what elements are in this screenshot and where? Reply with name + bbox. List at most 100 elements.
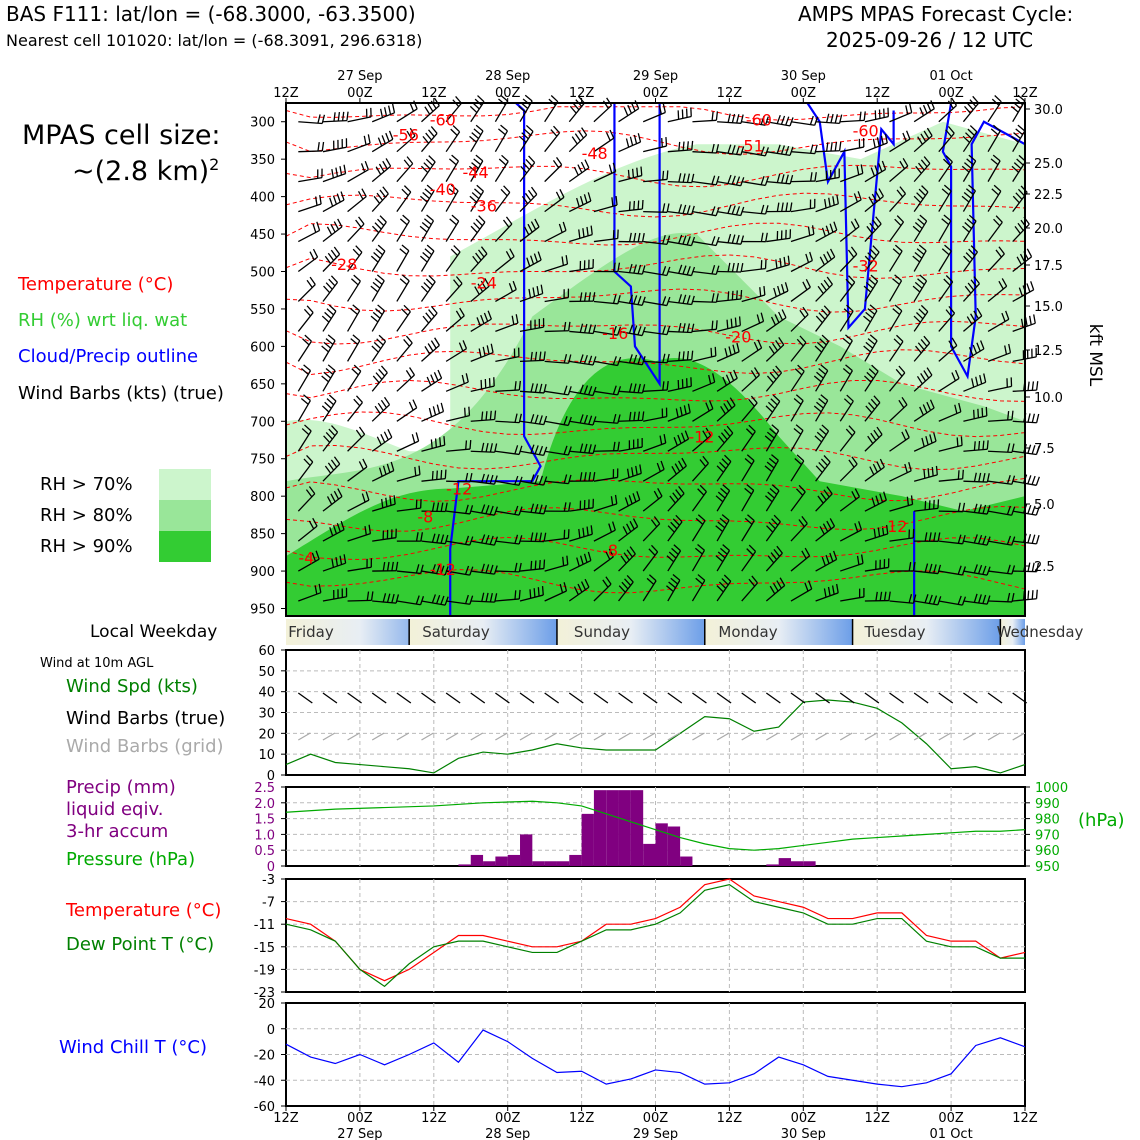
wind-barb-feather [608, 523, 613, 533]
wind-barb-feather [553, 125, 561, 134]
wind-barb-feather [924, 563, 929, 573]
wind-barb-feather [617, 262, 621, 272]
wind-barb-feather [1031, 562, 1035, 572]
wind-barb-feather [521, 132, 529, 140]
wind-barb-feather [532, 287, 536, 297]
wind-barb-feather [391, 561, 394, 571]
top-hour-label: 00Z [643, 86, 669, 101]
bottom-hour-label: 12Z [1012, 1111, 1038, 1126]
wind-barb-feather [883, 591, 887, 601]
wind-barb-feather [500, 124, 508, 132]
wind-barb-feather [851, 491, 857, 500]
wind-barb-feather [353, 364, 362, 372]
wind-barb-feather [424, 188, 433, 196]
wind-barb-feather [567, 386, 572, 396]
wind-barb-feather [1031, 505, 1036, 515]
wind-barb-feather [514, 381, 517, 391]
pressure-tick-label: 300 [250, 116, 275, 131]
wind-barb-feather [941, 248, 950, 256]
wind-barb-feather [1027, 444, 1032, 454]
wind-barb-feather [383, 431, 389, 441]
wind-barb-feather [771, 454, 779, 461]
surface-wind-barb [889, 692, 904, 704]
wind-barb-feather [641, 232, 645, 243]
wind-barb-feather [973, 409, 975, 419]
temperature-contour-label: -51 [738, 137, 764, 156]
wind-barb-feather [908, 594, 913, 604]
wind-barb-feather [474, 188, 482, 196]
wind-barb-feather [419, 195, 428, 203]
wind-barb-feather [624, 578, 632, 586]
wind-barb-feather [464, 535, 470, 545]
wind-barb-feather [1027, 562, 1031, 572]
wind-barb-feather [727, 204, 732, 214]
wind-barb-feather [695, 517, 704, 525]
wind-barb-feather [485, 564, 490, 574]
wind-barb-feather [475, 154, 484, 162]
wind-barb-feather [978, 594, 982, 604]
wind-barb-feather [325, 282, 333, 290]
wind-barb-feather [813, 375, 822, 383]
wind-barb-staff [322, 173, 346, 183]
wind-barb-feather [744, 487, 752, 495]
wind-barb-feather [919, 274, 927, 282]
wind-barb-feather [686, 266, 691, 276]
wind-barb-feather [686, 236, 691, 246]
wind-barb-feather [816, 341, 825, 349]
wind-barb-feather [409, 102, 415, 112]
wind-barb-feather [867, 435, 874, 444]
wind-barb-feather [637, 355, 642, 365]
wind-barb-feather [671, 547, 679, 555]
wind-barb-feather [579, 555, 584, 565]
wind-barb-feather [539, 532, 543, 542]
wind-barb-feather [480, 280, 487, 290]
wind-barb-feather [756, 314, 761, 324]
wind-barb-feather [766, 431, 775, 439]
wind-barb-feather [481, 563, 485, 573]
wind-barb-staff [840, 146, 864, 153]
temperature-line [285, 878, 1026, 982]
wind-barb-feather [481, 534, 486, 544]
wind-barb-feather [1036, 413, 1040, 423]
wind-barb-feather [403, 185, 412, 193]
wind-barb-feather [485, 534, 490, 544]
wind-barb-feather [478, 348, 482, 358]
wind-barb-feather [336, 193, 341, 203]
wind-barb-feather [639, 464, 642, 474]
wind-barb-feather [813, 405, 822, 413]
wind-barb-feather [948, 340, 955, 349]
wind-barb-feather [982, 594, 987, 604]
wind-barb-feather [983, 373, 987, 383]
wind-barb-feather [527, 189, 535, 198]
wind-barb-feather [508, 283, 514, 292]
wind-barb-feather [710, 347, 713, 357]
wind-barb-feather [814, 116, 819, 126]
wind-barb-feather [870, 398, 878, 407]
legend-wind: Wind Barbs (kts) (true) [18, 383, 224, 404]
wind-barb-feather [393, 495, 396, 505]
wind-barb-feather [324, 401, 332, 409]
wind-barb-feather [379, 189, 386, 198]
wind-barb-feather [817, 285, 824, 294]
wind-barb-feather [814, 345, 823, 353]
temperature-contour-label: -12 [446, 480, 472, 499]
wind-barb-feather [876, 426, 883, 435]
wind-barb-feather [387, 428, 393, 438]
wind-barb-feather [355, 395, 363, 403]
wind-barb-feather [329, 197, 334, 207]
wind-barb-feather [711, 320, 714, 330]
temp-ytick-label: -19 [254, 963, 275, 978]
wind-barb-feather [981, 407, 984, 417]
wind-barb-feather [678, 294, 683, 304]
wind-barb-staff [420, 161, 436, 183]
wind-barb-feather [916, 375, 923, 385]
wind-barb-staff [519, 131, 534, 153]
wind-barb-feather [534, 414, 539, 424]
wind-barb-feather [941, 188, 950, 196]
wind-barb-feather [561, 256, 565, 266]
wind-barb-feather [834, 114, 839, 124]
bottom-hour-label: 00Z [643, 1111, 669, 1126]
temp-contour [285, 288, 1026, 313]
wind-barb-feather [771, 518, 779, 526]
wind-barb-feather [448, 158, 457, 166]
